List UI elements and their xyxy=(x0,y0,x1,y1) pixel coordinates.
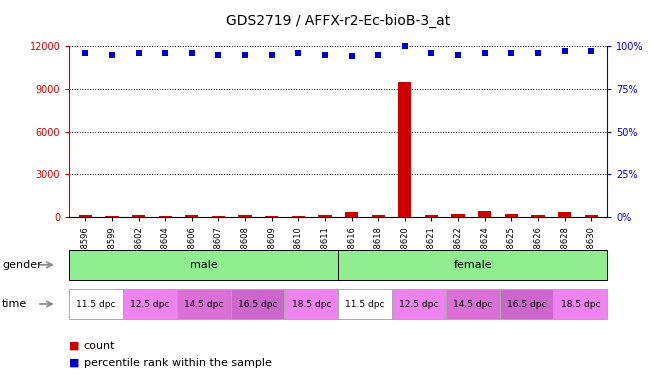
Bar xyxy=(185,215,199,217)
Bar xyxy=(318,215,331,217)
Bar xyxy=(558,212,572,217)
Text: ■: ■ xyxy=(69,358,80,368)
Bar xyxy=(505,214,518,217)
Text: count: count xyxy=(84,341,116,351)
Text: 18.5 dpc: 18.5 dpc xyxy=(292,300,331,309)
Bar xyxy=(238,215,251,217)
Bar xyxy=(398,82,411,217)
Bar xyxy=(212,216,225,217)
Text: 18.5 dpc: 18.5 dpc xyxy=(560,300,600,309)
Bar xyxy=(372,215,385,217)
Text: 11.5 dpc: 11.5 dpc xyxy=(77,300,116,309)
Text: time: time xyxy=(2,299,27,309)
Text: 14.5 dpc: 14.5 dpc xyxy=(184,300,224,309)
Text: gender: gender xyxy=(2,260,42,270)
Bar xyxy=(345,212,358,217)
Text: 12.5 dpc: 12.5 dpc xyxy=(399,300,439,309)
Bar xyxy=(292,215,305,217)
Bar xyxy=(585,215,598,217)
Text: 11.5 dpc: 11.5 dpc xyxy=(345,300,385,309)
Bar xyxy=(158,215,172,217)
Text: 14.5 dpc: 14.5 dpc xyxy=(453,300,492,309)
Bar xyxy=(451,214,465,217)
Text: 16.5 dpc: 16.5 dpc xyxy=(507,300,546,309)
Bar xyxy=(79,215,92,217)
Text: percentile rank within the sample: percentile rank within the sample xyxy=(84,358,272,368)
Bar xyxy=(478,211,491,217)
Text: 16.5 dpc: 16.5 dpc xyxy=(238,300,277,309)
Text: GDS2719 / AFFX-r2-Ec-bioB-3_at: GDS2719 / AFFX-r2-Ec-bioB-3_at xyxy=(226,13,450,28)
Text: male: male xyxy=(190,260,218,270)
Bar xyxy=(132,215,145,217)
Bar xyxy=(265,215,279,217)
Text: 12.5 dpc: 12.5 dpc xyxy=(130,300,170,309)
Text: ■: ■ xyxy=(69,341,80,351)
Text: female: female xyxy=(453,260,492,270)
Bar xyxy=(425,215,438,217)
Bar xyxy=(531,215,544,217)
Bar xyxy=(105,216,119,217)
